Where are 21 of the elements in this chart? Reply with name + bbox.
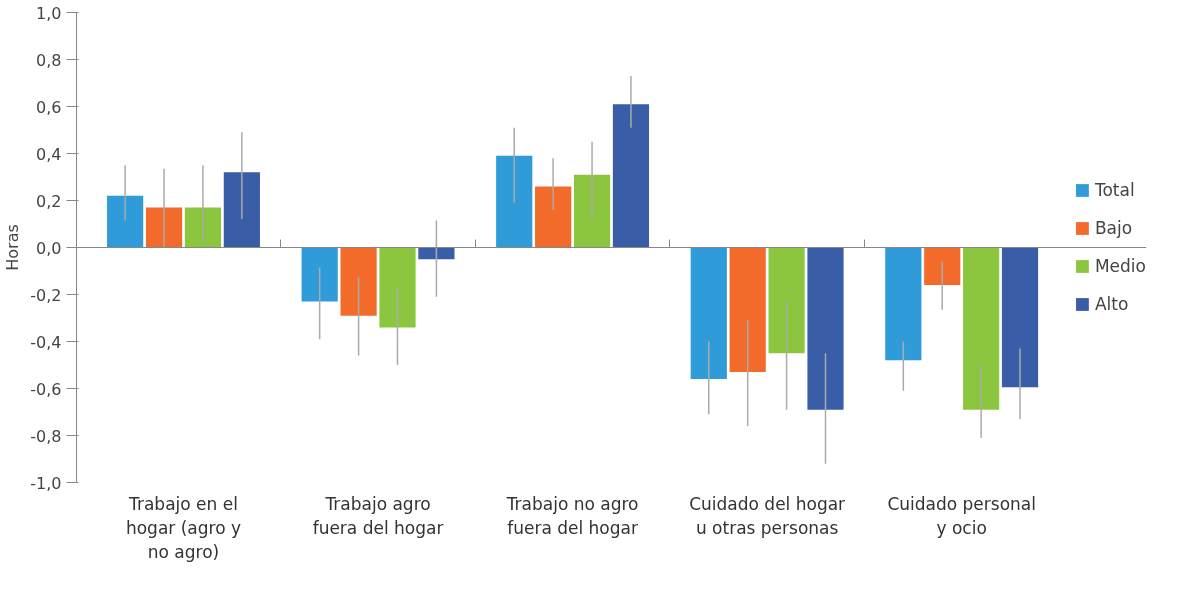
y-tick-label: 0,4 bbox=[36, 144, 62, 164]
y-tick-label: -0,4 bbox=[30, 332, 62, 352]
x-tick-label: Trabajo agro fuera del hogar bbox=[312, 493, 444, 538]
y-tick-label: -1,0 bbox=[30, 473, 62, 493]
legend-label: Medio bbox=[1094, 256, 1146, 276]
x-tick-label: Cuidado personal y ocio bbox=[887, 493, 1036, 538]
y-tick-label: -0,2 bbox=[30, 285, 62, 305]
legend-label: Alto bbox=[1094, 294, 1129, 314]
y-axis-title: Horas bbox=[3, 224, 23, 271]
legend-label: Total bbox=[1094, 180, 1135, 200]
x-tick-label: Trabajo en el hogar (agro y no agro) bbox=[125, 493, 242, 562]
y-tick-label: -0,6 bbox=[30, 379, 62, 399]
y-tick-label: -0,8 bbox=[30, 426, 62, 446]
legend-label: Bajo bbox=[1094, 218, 1133, 238]
x-tick-label: Cuidado del hogar u otras personas bbox=[689, 493, 846, 538]
x-tick-label: Trabajo no agro fuera del hogar bbox=[505, 493, 639, 538]
y-tick-label: 0,2 bbox=[36, 191, 62, 211]
y-tick-label: 0,6 bbox=[36, 97, 62, 117]
y-tick-label: 1,0 bbox=[36, 3, 62, 23]
y-tick-label: 0,8 bbox=[36, 50, 62, 70]
y-tick-label: 0,0 bbox=[36, 238, 62, 258]
